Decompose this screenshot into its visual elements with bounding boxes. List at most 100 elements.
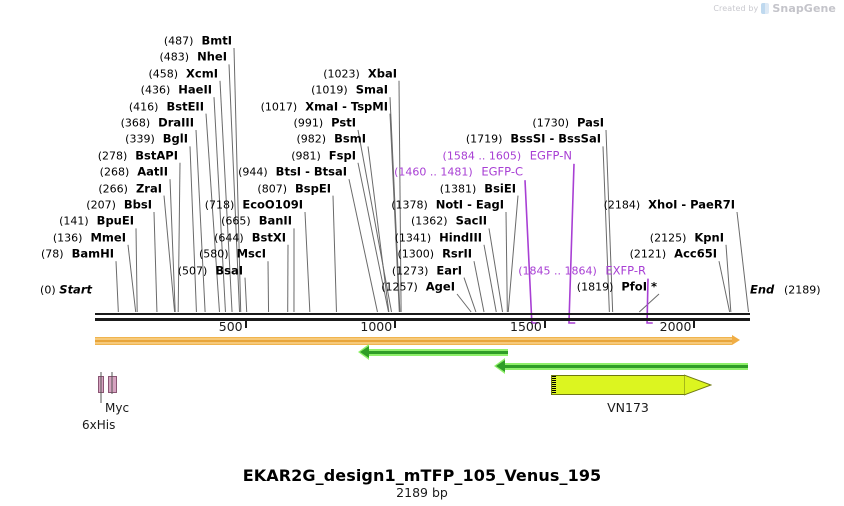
- enzyme-label-nhei[interactable]: (483) NheI: [160, 51, 228, 64]
- enzyme-label-mmei[interactable]: (136) MmeI: [53, 231, 126, 244]
- track-green-primer-2-arrowhead: [496, 360, 505, 372]
- primer-name: EGFP-N: [526, 148, 572, 163]
- enzyme-name: BamHI: [67, 246, 114, 261]
- start-label: Start: [59, 282, 92, 297]
- enzyme-position: (807): [257, 182, 288, 196]
- enzyme-label-pfoi-[interactable]: (1819) PfoI *: [577, 281, 657, 294]
- enzyme-label-bamhi[interactable]: (78) BamHI: [41, 248, 114, 261]
- enzyme-label-ecoo109i[interactable]: (718) EcoO109I: [205, 199, 303, 212]
- snapgene-logo-icon: [761, 3, 770, 14]
- enzyme-label-pasi[interactable]: (1730) PasI: [532, 117, 604, 130]
- enzyme-label-bsmi[interactable]: (982) BsmI: [297, 133, 366, 146]
- enzyme-label-haeii[interactable]: (436) HaeII: [141, 84, 212, 97]
- enzyme-label-aatii[interactable]: (268) AatII: [100, 166, 168, 179]
- enzyme-name: BsaI: [211, 263, 243, 278]
- enzyme-label-bmti[interactable]: (487) BmtI: [164, 35, 232, 48]
- leader-line: [718, 261, 731, 313]
- leader-line: [736, 211, 750, 313]
- enzyme-name: HaeII: [174, 82, 212, 97]
- primer-range: (1845 .. 1864): [518, 264, 597, 278]
- enzyme-name: BspEI: [291, 181, 331, 196]
- enzyme-name: XmaI - TspMI: [301, 99, 388, 114]
- enzyme-label-bsai[interactable]: (507) BsaI: [178, 264, 243, 277]
- enzyme-label-smai[interactable]: (1019) SmaI: [311, 84, 388, 97]
- enzyme-label-bsiei[interactable]: (1381) BsiEI: [440, 182, 516, 195]
- leader-line: [348, 179, 378, 313]
- primer-name: EXFP-R: [601, 263, 646, 278]
- primer-range: (1460 .. 1481): [394, 165, 473, 179]
- enzyme-label-eari[interactable]: (1273) EarI: [392, 264, 462, 277]
- enzyme-label-fspi[interactable]: (981) FspI: [291, 149, 356, 162]
- enzyme-position: (982): [296, 132, 327, 146]
- enzyme-label-kpni[interactable]: (2125) KpnI: [650, 231, 724, 244]
- enzyme-position: (141): [59, 214, 89, 228]
- leader-line: [219, 80, 233, 313]
- enzyme-label-banii[interactable]: (665) BanII: [221, 215, 292, 228]
- primer-label-egfp-n[interactable]: (1584 .. 1605) EGFP-N: [443, 149, 572, 162]
- enzyme-position: (507): [177, 264, 208, 278]
- enzyme-label-psti[interactable]: (991) PstI: [294, 117, 356, 130]
- end-label: End: [750, 282, 775, 297]
- enzyme-label-xbai[interactable]: (1023) XbaI: [323, 67, 397, 80]
- leader-line: [127, 244, 137, 313]
- leader-line: [205, 113, 220, 313]
- enzyme-label-zrai[interactable]: (266) ZraI: [98, 182, 162, 195]
- enzyme-label-bgli[interactable]: (339) BglI: [125, 133, 188, 146]
- enzyme-label-hindiii[interactable]: (1341) HindIII: [395, 231, 482, 244]
- enzyme-position: (580): [199, 247, 229, 261]
- feature-vn173-body[interactable]: [551, 375, 685, 395]
- enzyme-label-bsssi-bsssai[interactable]: (1719) BssSI - BssSaI: [466, 133, 601, 146]
- enzyme-label-acc65i[interactable]: (2121) Acc65I: [630, 248, 717, 261]
- enzyme-label-bbsi[interactable]: (207) BbsI: [86, 199, 152, 212]
- enzyme-label-rsrii[interactable]: (1300) RsrII: [397, 248, 472, 261]
- enzyme-label-agei[interactable]: (1257) AgeI: [381, 281, 455, 294]
- enzyme-label-xcmi[interactable]: (458) XcmI: [148, 67, 218, 80]
- enzyme-name: NheI: [193, 49, 227, 64]
- enzyme-position: (1378): [391, 198, 428, 212]
- enzyme-position: (981): [291, 149, 321, 163]
- feature-vn173-dotted-edge: [552, 376, 556, 394]
- leader-line: [638, 293, 660, 313]
- leader-line: [163, 195, 176, 313]
- enzyme-label-bsteii[interactable]: (416) BstEII: [129, 100, 204, 113]
- enzyme-position: (483): [159, 50, 190, 64]
- enzyme-position: (1023): [323, 67, 360, 81]
- label-end: End (2189): [750, 284, 821, 297]
- enzyme-label-bstapi[interactable]: (278) BstAPI: [98, 149, 178, 162]
- enzyme-label-bstxi[interactable]: (644) BstXI: [214, 231, 286, 244]
- primer-label-exfp-r[interactable]: (1845 .. 1864) EXFP-R: [518, 264, 646, 277]
- primer-label-egfp-c[interactable]: (1460 .. 1481) EGFP-C: [394, 166, 523, 179]
- leader-line: [189, 146, 197, 313]
- enzyme-name: KpnI: [690, 230, 724, 245]
- enzyme-name: MmeI: [86, 230, 126, 245]
- label-start: (0) Start: [40, 284, 92, 297]
- enzyme-name: XbaI: [363, 66, 397, 81]
- enzyme-label-draiii[interactable]: (368) DraIII: [121, 117, 194, 130]
- leader-line: [304, 211, 311, 313]
- enzyme-position: (665): [221, 214, 251, 228]
- enzyme-position: (1730): [532, 116, 569, 130]
- end-position: (2189): [783, 283, 821, 297]
- enzyme-position: (136): [52, 231, 83, 245]
- enzyme-label-btsi-btsai[interactable]: (944) BtsI - BtsaI: [238, 166, 347, 179]
- enzyme-position: (487): [163, 34, 194, 48]
- enzyme-position: (416): [128, 100, 159, 114]
- enzyme-label-bpuei[interactable]: (141) BpuEI: [59, 215, 134, 228]
- enzyme-label-xhoi-paer7i[interactable]: (2184) XhoI - PaeR7I: [604, 199, 735, 212]
- leader-line: [267, 261, 270, 313]
- leader-line: [244, 277, 248, 313]
- enzyme-label-xmai-tspmi[interactable]: (1017) XmaI - TspMI: [261, 100, 388, 113]
- enzyme-position: (1300): [397, 247, 435, 261]
- enzyme-label-sacii[interactable]: (1362) SacII: [411, 215, 487, 228]
- enzyme-name: AatII: [133, 164, 168, 179]
- enzyme-name: BsiEI: [480, 181, 516, 196]
- snapgene-watermark: Created by SnapGene: [713, 2, 836, 15]
- backbone-upper-line: [95, 313, 750, 315]
- ruler-label-1000: 1000: [360, 319, 393, 334]
- enzyme-label-noti-eagi[interactable]: (1378) NotI - EagI: [391, 199, 504, 212]
- enzyme-label-msci[interactable]: (580) MscI: [199, 248, 266, 261]
- leader-line: [115, 261, 119, 313]
- enzyme-position: (1273): [391, 264, 429, 278]
- enzyme-label-bspei[interactable]: (807) BspEI: [257, 182, 331, 195]
